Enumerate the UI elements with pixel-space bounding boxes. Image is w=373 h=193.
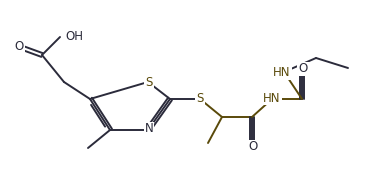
Text: HN: HN (273, 67, 291, 80)
Text: HN: HN (263, 91, 281, 104)
Text: O: O (15, 40, 23, 52)
Text: S: S (145, 76, 153, 90)
Text: OH: OH (65, 30, 83, 42)
Text: O: O (298, 63, 308, 75)
Text: S: S (196, 92, 204, 106)
Text: N: N (145, 123, 153, 135)
Text: O: O (248, 141, 258, 153)
